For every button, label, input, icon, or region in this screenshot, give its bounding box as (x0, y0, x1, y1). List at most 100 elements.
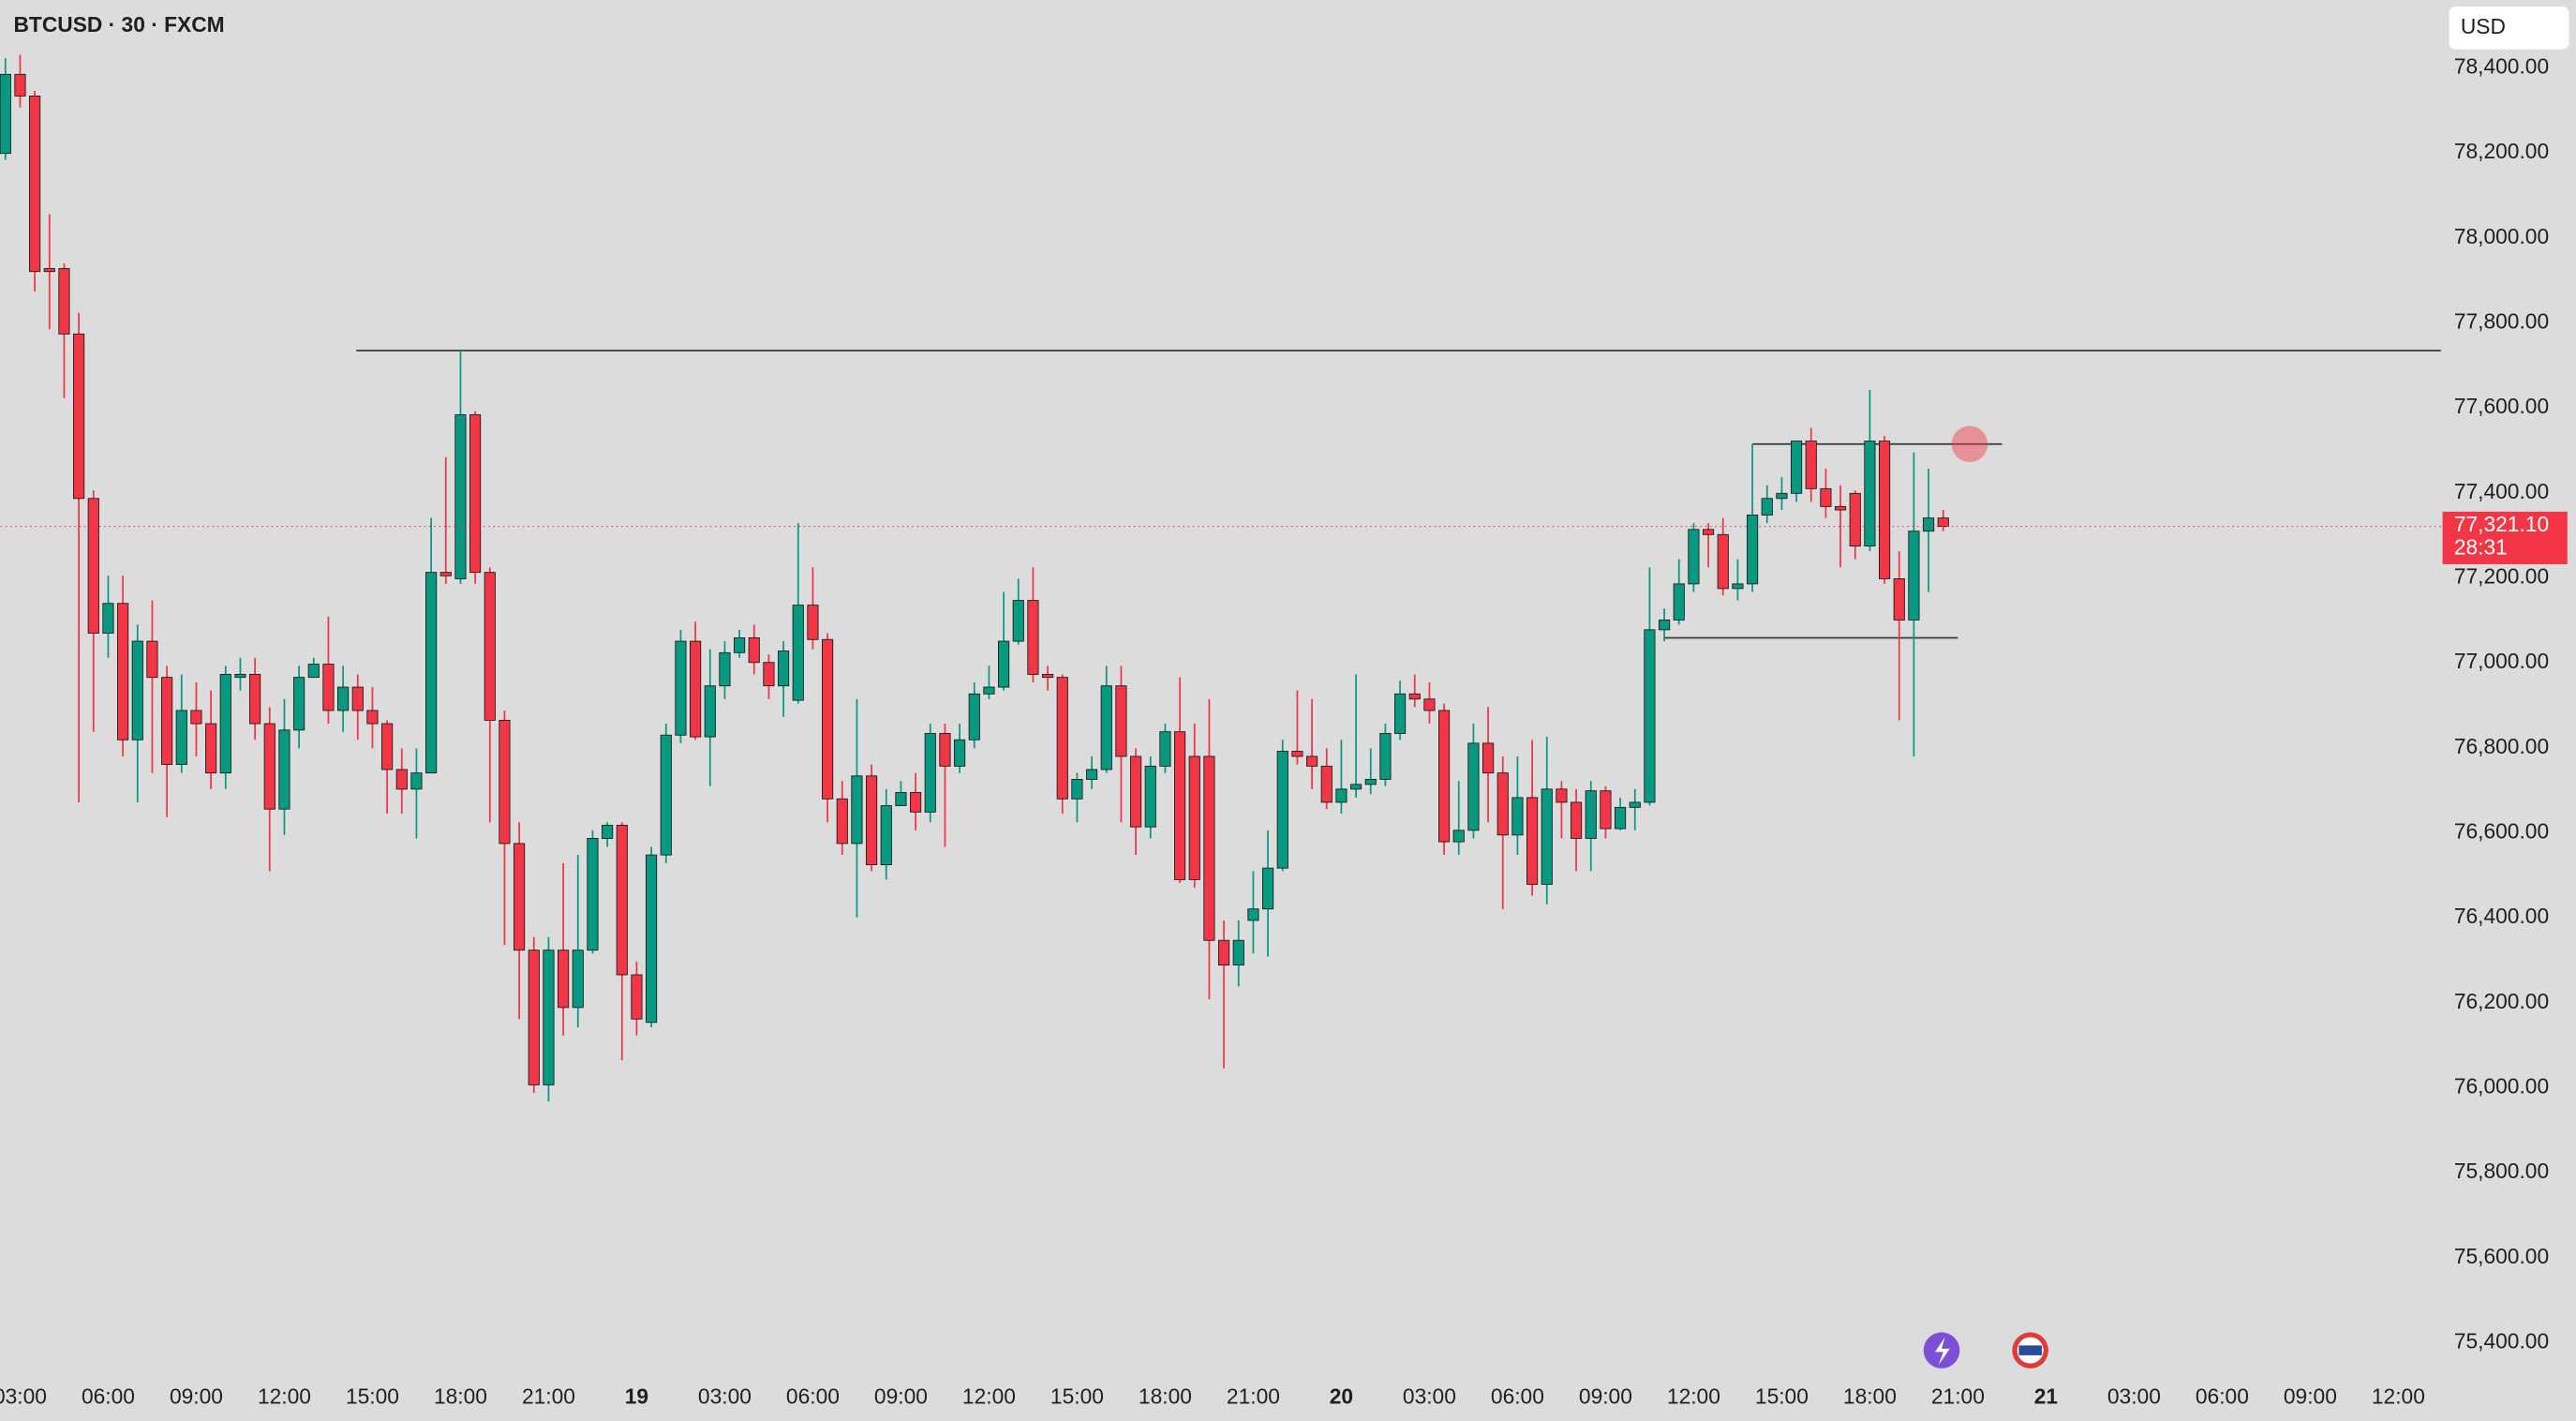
x-tick-label: 09:00 (1579, 1384, 1632, 1408)
candle-body (1188, 755, 1200, 880)
candle-body (1012, 600, 1024, 642)
candle-body (1776, 492, 1788, 500)
candle-body (778, 651, 790, 687)
candle-body (998, 640, 1010, 688)
candle-body (1350, 784, 1362, 790)
candle-body (616, 824, 628, 976)
candle-body (1556, 788, 1568, 803)
candle-body (631, 974, 643, 1020)
candle-body (1571, 801, 1583, 839)
candle-body (278, 729, 290, 810)
candle-body (748, 637, 760, 664)
candle-body (73, 333, 85, 500)
candle-body (381, 723, 394, 770)
candle-body (587, 838, 599, 951)
candle-body (704, 685, 716, 738)
candle-body (1805, 441, 1817, 489)
y-tick-label: 76,200.00 (2454, 989, 2549, 1013)
candle-body (1042, 674, 1054, 679)
candle-body (1364, 778, 1377, 785)
candle-body (1893, 578, 1905, 621)
x-tick-label: 15:00 (1755, 1384, 1809, 1408)
candle-body (484, 572, 496, 721)
x-tick-label: 09:00 (2284, 1384, 2337, 1408)
currency-label: USD (2461, 14, 2506, 38)
candle-body (205, 723, 217, 774)
x-tick-label: 09:00 (170, 1384, 223, 1408)
x-tick-label: 12:00 (258, 1384, 311, 1408)
candle-body (1820, 487, 1832, 507)
candle-body (410, 772, 423, 790)
candle-body (1673, 583, 1685, 621)
candle-body (102, 603, 114, 634)
candle-body (454, 414, 467, 579)
y-tick-label: 76,000.00 (2454, 1074, 2549, 1099)
candle-body (1790, 441, 1803, 494)
candle-body (851, 775, 863, 845)
candle-body (660, 734, 672, 856)
candle-body (58, 268, 70, 335)
y-tick-label: 78,400.00 (2454, 54, 2549, 79)
candle-body (1849, 492, 1861, 546)
x-tick-label: 18:00 (1139, 1384, 1192, 1408)
candle-body (968, 693, 980, 740)
candle-body (602, 824, 614, 839)
candle-body (1922, 517, 1935, 532)
x-tick-label: 06:00 (82, 1384, 135, 1408)
candle-body (43, 268, 55, 273)
y-tick-label: 77,400.00 (2454, 479, 2549, 503)
candle-body (866, 775, 878, 865)
last-price-box (2442, 511, 2568, 564)
y-tick-label: 76,600.00 (2454, 819, 2549, 844)
x-tick-label: 21 (2034, 1384, 2059, 1408)
candle-body (763, 662, 775, 687)
y-tick-label: 78,000.00 (2454, 224, 2549, 248)
candle-body (14, 73, 26, 97)
candle-body (1379, 733, 1392, 780)
countdown-label: 28:31 (2454, 534, 2508, 559)
candle-body (117, 603, 129, 740)
currency-button[interactable] (2449, 7, 2569, 50)
candle-body (1320, 765, 1333, 803)
candle-body (469, 414, 482, 574)
event-icons (1923, 1332, 2048, 1369)
candle-body (1115, 685, 1127, 757)
candle-body (910, 792, 922, 813)
candle-body (1144, 765, 1156, 828)
candle-body (1702, 529, 1715, 535)
candle-body (1615, 806, 1627, 830)
symbol-title: BTCUSD · 30 · FXCM (13, 12, 224, 37)
candle-body (1629, 801, 1641, 808)
candle-body (983, 686, 995, 695)
y-tick-label: 75,800.00 (2454, 1159, 2549, 1183)
candle-body (293, 677, 305, 731)
candle-body (528, 950, 540, 1085)
candle-body (146, 640, 158, 679)
candle-body (1335, 788, 1348, 803)
candle-body (1761, 498, 1773, 516)
candle-body (366, 710, 379, 725)
candle-body (1423, 698, 1436, 711)
x-tick-label: 06:00 (1491, 1384, 1544, 1408)
event-icon-glyph (1935, 1337, 1950, 1366)
candle-body (1291, 751, 1303, 757)
candle-body (161, 677, 173, 766)
candle-body (1717, 533, 1729, 590)
candle-body (1482, 742, 1495, 774)
candle-body (1688, 529, 1700, 585)
y-tick-label: 76,400.00 (2454, 904, 2549, 928)
candle-body (792, 605, 804, 701)
candle-body (322, 664, 335, 711)
candle-body (1276, 751, 1288, 869)
candle-body (1496, 772, 1509, 836)
x-tick-label: 15:00 (1050, 1384, 1104, 1408)
plot: 78,400.00 78,200.00 78,000.00 77,800.00 77,6… (0, 54, 2568, 1408)
candle-body (1600, 790, 1612, 830)
x-tick-label: 12:00 (1667, 1384, 1720, 1408)
x-tick-label: 20 (1330, 1384, 1353, 1408)
x-tick-label: 03:00 (0, 1384, 47, 1408)
candle-body (499, 719, 511, 845)
candle-body (646, 854, 658, 1024)
